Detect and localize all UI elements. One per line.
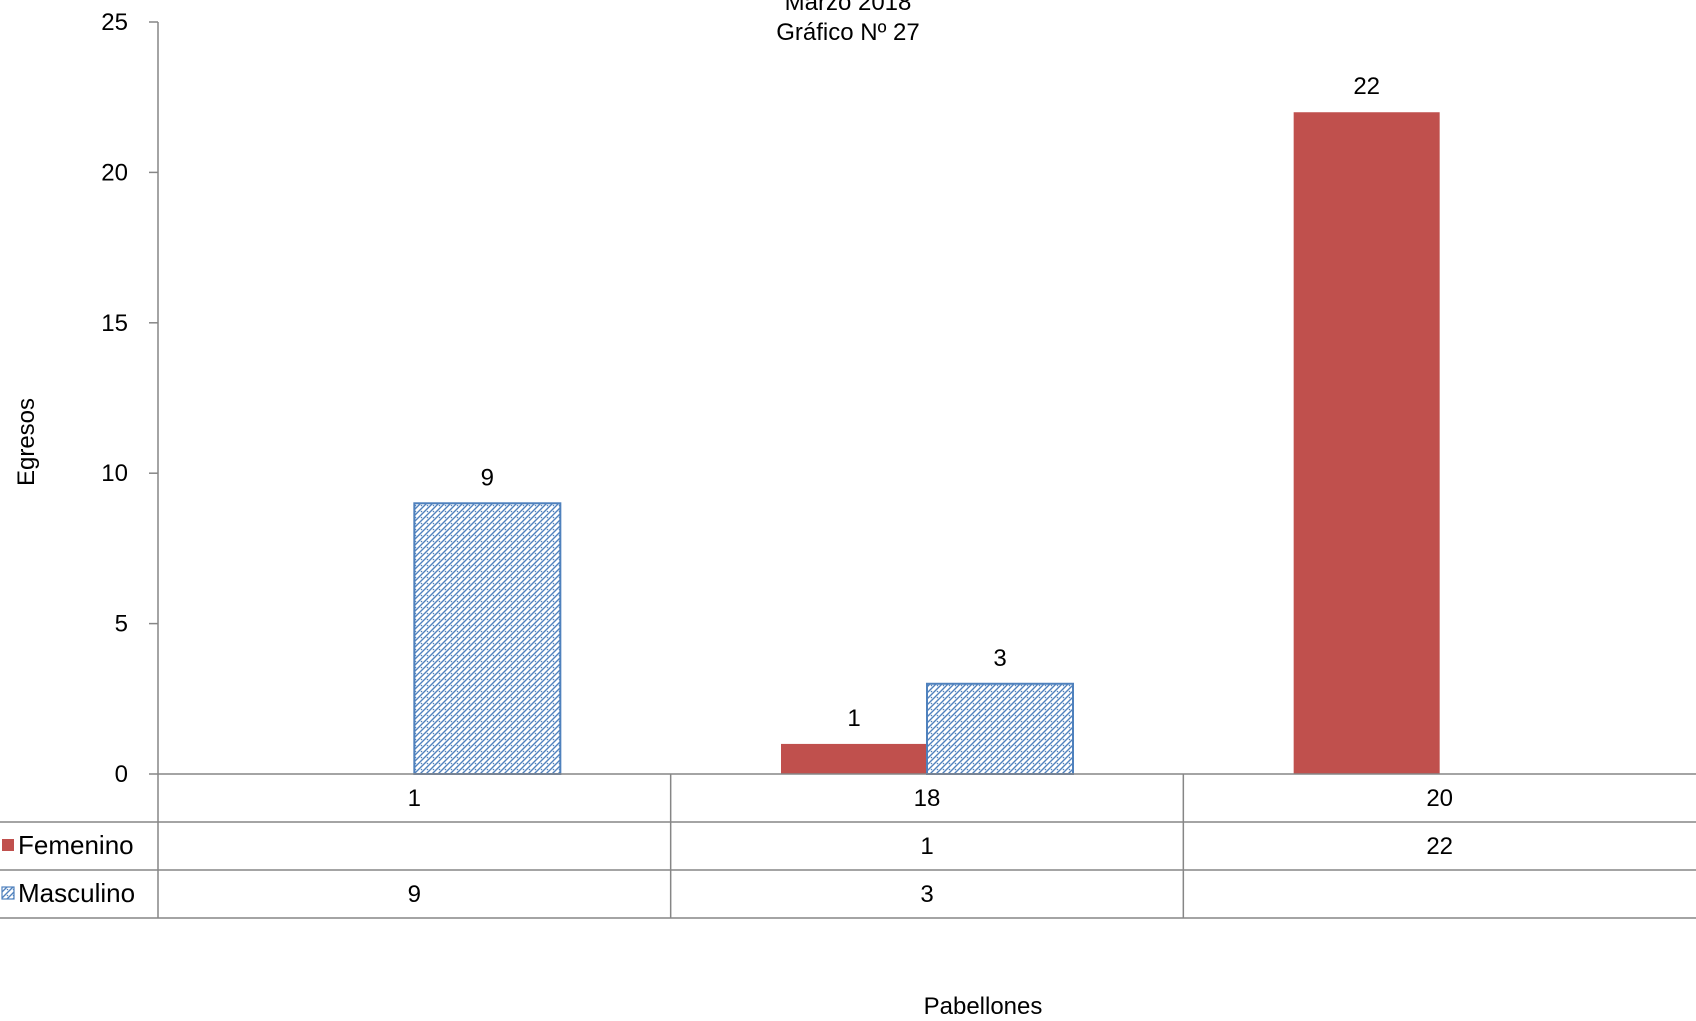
table-cell-masculino-1: 9 xyxy=(408,881,421,908)
data-labels: 9 1 3 22 xyxy=(481,73,1380,732)
legend-key-masculino xyxy=(1,886,15,900)
y-tick-label: 5 xyxy=(115,611,128,638)
bar-femenino-20 xyxy=(1293,112,1440,775)
y-axis-title: Egresos xyxy=(13,398,40,486)
legend-label-femenino: Femenino xyxy=(18,830,134,860)
y-tick-label: 20 xyxy=(101,159,128,186)
bar-masculino-18 xyxy=(926,682,1074,776)
table-cell-femenino-20: 22 xyxy=(1426,833,1453,860)
x-tick-label: 20 xyxy=(1426,785,1453,812)
y-tick-label: 10 xyxy=(101,460,128,487)
data-label-masculino-18: 3 xyxy=(993,645,1006,672)
y-tick-label: 15 xyxy=(101,310,128,337)
table-cell-femenino-18: 1 xyxy=(920,833,933,860)
x-tick-label: 18 xyxy=(914,785,941,812)
data-label-femenino-18: 1 xyxy=(847,705,860,732)
x-tick-label: 1 xyxy=(408,785,421,812)
data-table: 1 18 20 Femenino 1 22 Masculino 9 3 xyxy=(0,773,1696,919)
data-label-masculino-1: 9 xyxy=(481,464,494,491)
y-axis: 0 5 10 15 20 25 xyxy=(101,9,159,788)
y-tick-label: 0 xyxy=(115,761,128,788)
chart-title-line-2: Gráfico Nº 27 xyxy=(776,19,919,46)
legend-label-masculino: Masculino xyxy=(18,878,135,908)
data-label-femenino-20: 22 xyxy=(1353,73,1380,100)
chart-title-line-1: Marzo 2018 xyxy=(785,0,912,16)
bars xyxy=(413,112,1440,776)
x-axis-title: Pabellones xyxy=(924,993,1043,1020)
y-tick-label: 25 xyxy=(101,9,128,36)
bar-femenino-18 xyxy=(781,743,927,774)
bar-masculino-1 xyxy=(413,502,562,775)
legend-key-femenino xyxy=(2,839,14,851)
table-cell-masculino-18: 3 xyxy=(920,881,933,908)
